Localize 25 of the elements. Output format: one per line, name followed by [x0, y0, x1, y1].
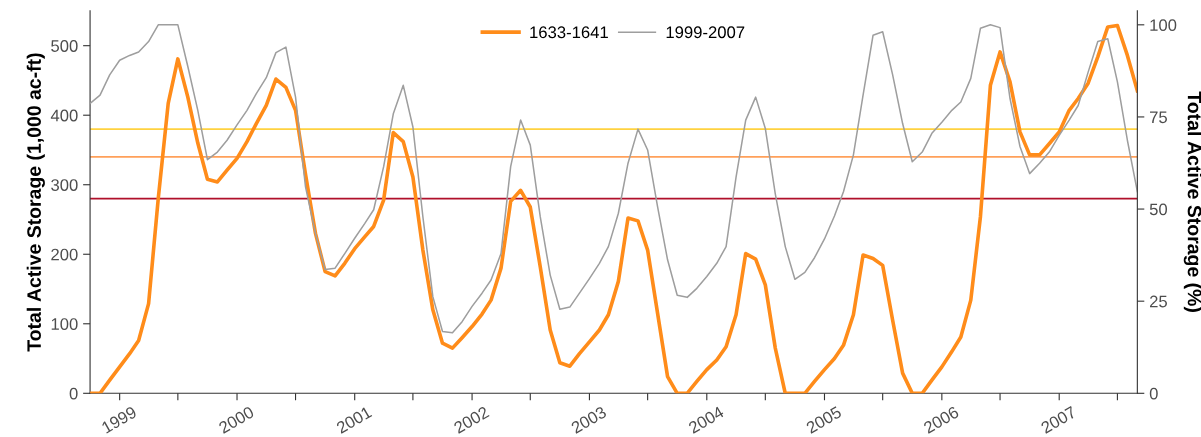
x-tick-label: 2001 — [335, 405, 373, 434]
y-axis-title: Total Active Storage (1,000 ac-ft) — [26, 53, 45, 352]
x-tick-label: 2000 — [218, 405, 255, 434]
legend-label: 1633-1641 — [530, 26, 608, 39]
x-tick-label: 2003 — [570, 405, 608, 434]
y-tick-label: 0 — [69, 387, 78, 400]
y-tick-label: 500 — [51, 40, 78, 52]
y-tick-label: 300 — [51, 179, 78, 191]
x-tick-label: 2005 — [805, 405, 843, 434]
x-tick-label: 2006 — [922, 405, 960, 434]
x-tick-label: 2002 — [453, 405, 490, 434]
legend-label: 1999-2007 — [666, 26, 745, 39]
y2-tick-label: 25 — [1149, 295, 1167, 308]
line-series — [90, 24, 1138, 334]
y-tick-label: 200 — [51, 248, 78, 261]
y2-axis-title: Total Active Storage (%) — [1183, 91, 1201, 312]
x-tick-label: 2007 — [1040, 405, 1077, 434]
x-tick-label: 1999 — [101, 405, 138, 434]
y2-tick-label: 75 — [1150, 111, 1167, 124]
y2-tick-label: 0 — [1149, 387, 1158, 400]
y-tick-label: 400 — [50, 109, 78, 122]
y-tick-label: 100 — [51, 318, 78, 330]
x-tick-label: 2004 — [687, 405, 725, 434]
y2-tick-label: 50 — [1149, 203, 1168, 216]
y2-tick-label: 100 — [1150, 19, 1177, 32]
